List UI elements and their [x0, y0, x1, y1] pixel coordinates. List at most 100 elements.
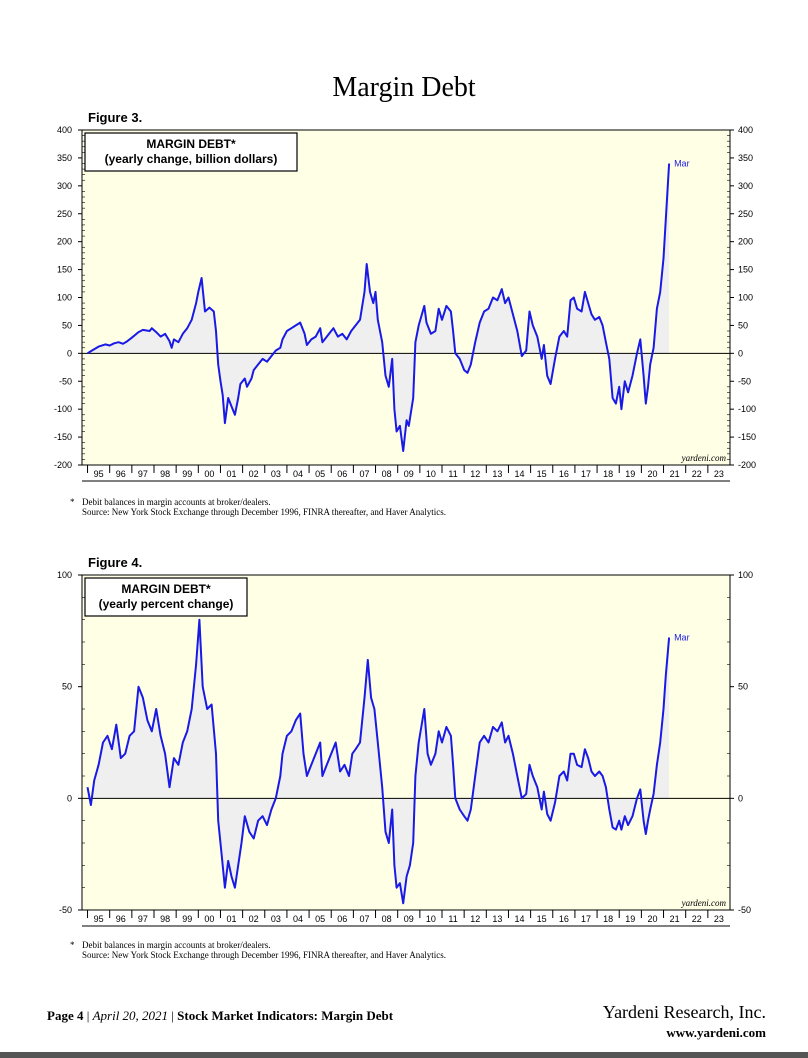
x-tick-label: 09: [404, 914, 414, 924]
y-tick-label-right: -50: [738, 376, 751, 386]
figure-3-notes: * Debit balances in margin accounts at br…: [70, 497, 446, 517]
x-tick-label: 11: [448, 914, 457, 924]
y-tick-label-right: 50: [738, 320, 748, 330]
footnote-marker: *: [70, 940, 75, 950]
y-tick-label-right: 50: [738, 682, 748, 692]
x-tick-label: 09: [404, 469, 414, 479]
x-tick-label: 95: [94, 469, 104, 479]
x-tick-label: 07: [359, 469, 369, 479]
y-tick-label-left: 100: [57, 570, 72, 580]
source-text: Source: New York Stock Exchange through …: [82, 507, 447, 517]
y-tick-label-left: 150: [57, 265, 72, 275]
x-tick-label: 00: [204, 469, 214, 479]
y-tick-label-left: -100: [54, 404, 72, 414]
x-tick-label: 13: [492, 914, 502, 924]
figure-4-chart: -50 -50 0 0 50 50 100 100 95 96 97 98 99 00 01 02 03 04 05…: [0, 565, 808, 935]
chart-subtitle: (yearly percent change): [99, 597, 234, 611]
y-tick-label-left: 0: [67, 348, 72, 358]
x-tick-label: 22: [692, 469, 702, 479]
x-tick-label: 16: [559, 469, 569, 479]
last-point-label: Mar: [674, 159, 690, 169]
x-tick-label: 10: [426, 914, 436, 924]
y-tick-label-right: -200: [738, 460, 756, 470]
y-tick-label-right: -50: [738, 905, 751, 915]
footer-doc-title: Stock Market Indicators: Margin Debt: [177, 1008, 394, 1023]
x-tick-label: 18: [603, 914, 613, 924]
series-line: [86, 618, 671, 905]
x-tick-label: 08: [382, 914, 392, 924]
y-tick-label-right: 300: [738, 181, 753, 191]
x-tick-label: 17: [581, 914, 591, 924]
x-tick-label: 06: [337, 469, 347, 479]
x-tick-label: 99: [182, 914, 192, 924]
y-tick-label-left: 100: [57, 293, 72, 303]
chart-title: MARGIN DEBT*: [121, 582, 211, 596]
x-tick-label: 02: [249, 469, 259, 479]
x-tick-label: 02: [249, 914, 259, 924]
footer-separator: |: [86, 1008, 90, 1023]
figure-4-label: Figure 4.: [88, 555, 143, 570]
x-tick-label: 22: [692, 914, 702, 924]
x-tick-label: 12: [470, 469, 480, 479]
y-tick-label-left: -50: [59, 376, 72, 386]
x-tick-label: 16: [559, 914, 569, 924]
y-tick-label-left: 300: [57, 181, 72, 191]
x-tick-label: 03: [271, 469, 281, 479]
figure-3-chart: -200 -200 -150 -150 -100 -100 -50 -50 0 0 50 50 100 1…: [0, 120, 808, 490]
x-tick-label: 01: [227, 914, 237, 924]
y-tick-label-right: 100: [738, 293, 753, 303]
y-tick-label-right: -100: [738, 404, 756, 414]
y-tick-label-right: -150: [738, 432, 756, 442]
last-point-label: Mar: [674, 633, 690, 643]
figure-3-label: Figure 3.: [88, 110, 143, 125]
x-tick-label: 06: [337, 914, 347, 924]
watermark: yardeni.com: [681, 898, 727, 908]
x-tick-label: 00: [204, 914, 214, 924]
x-tick-label: 20: [647, 469, 657, 479]
y-tick-label-right: 150: [738, 265, 753, 275]
legend-box: [84, 132, 298, 172]
footer-page: Page 4: [47, 1008, 84, 1023]
y-tick-label-left: 350: [57, 153, 72, 163]
bottom-bar: [0, 1052, 808, 1058]
x-tick-label: 04: [293, 469, 303, 479]
area-fill: [87, 619, 670, 904]
y-tick-label-left: -150: [54, 432, 72, 442]
x-tick-label: 97: [138, 469, 148, 479]
footnote-text: Debit balances in margin accounts at bro…: [82, 497, 271, 507]
x-tick-label: 21: [670, 469, 680, 479]
chart-subtitle: (yearly change, billion dollars): [105, 152, 278, 166]
page-title: Margin Debt: [332, 72, 476, 103]
x-tick-label: 23: [714, 469, 724, 479]
x-tick-label: 23: [714, 914, 724, 924]
x-tick-label: 05: [315, 914, 325, 924]
footer-date: April 20, 2021: [92, 1008, 169, 1023]
y-tick-label-left: 0: [67, 793, 72, 803]
area-fill: [87, 163, 670, 451]
y-tick-label-left: 250: [57, 209, 72, 219]
y-tick-label-right: 400: [738, 125, 753, 135]
chart-title: MARGIN DEBT*: [146, 137, 236, 151]
footnote-marker: *: [70, 497, 75, 507]
x-tick-label: 95: [94, 914, 104, 924]
company-url: www.yardeni.com: [666, 1025, 766, 1040]
series-line: [86, 163, 671, 452]
x-tick-label: 04: [293, 914, 303, 924]
y-tick-label-right: 350: [738, 153, 753, 163]
plot-frame: [81, 574, 731, 911]
x-tick-label: 17: [581, 469, 591, 479]
x-tick-label: 20: [647, 914, 657, 924]
x-tick-label: 98: [160, 914, 170, 924]
source-text: Source: New York Stock Exchange through …: [82, 950, 447, 960]
x-tick-label: 97: [138, 914, 148, 924]
y-tick-label-left: 50: [62, 320, 72, 330]
x-tick-label: 15: [537, 469, 547, 479]
y-tick-label-left: -50: [59, 905, 72, 915]
y-tick-label-left: -200: [54, 460, 72, 470]
x-tick-label: 96: [116, 469, 126, 479]
y-tick-label-left: 400: [57, 125, 72, 135]
x-tick-label: 99: [182, 469, 192, 479]
y-tick-label-right: 0: [738, 348, 743, 358]
